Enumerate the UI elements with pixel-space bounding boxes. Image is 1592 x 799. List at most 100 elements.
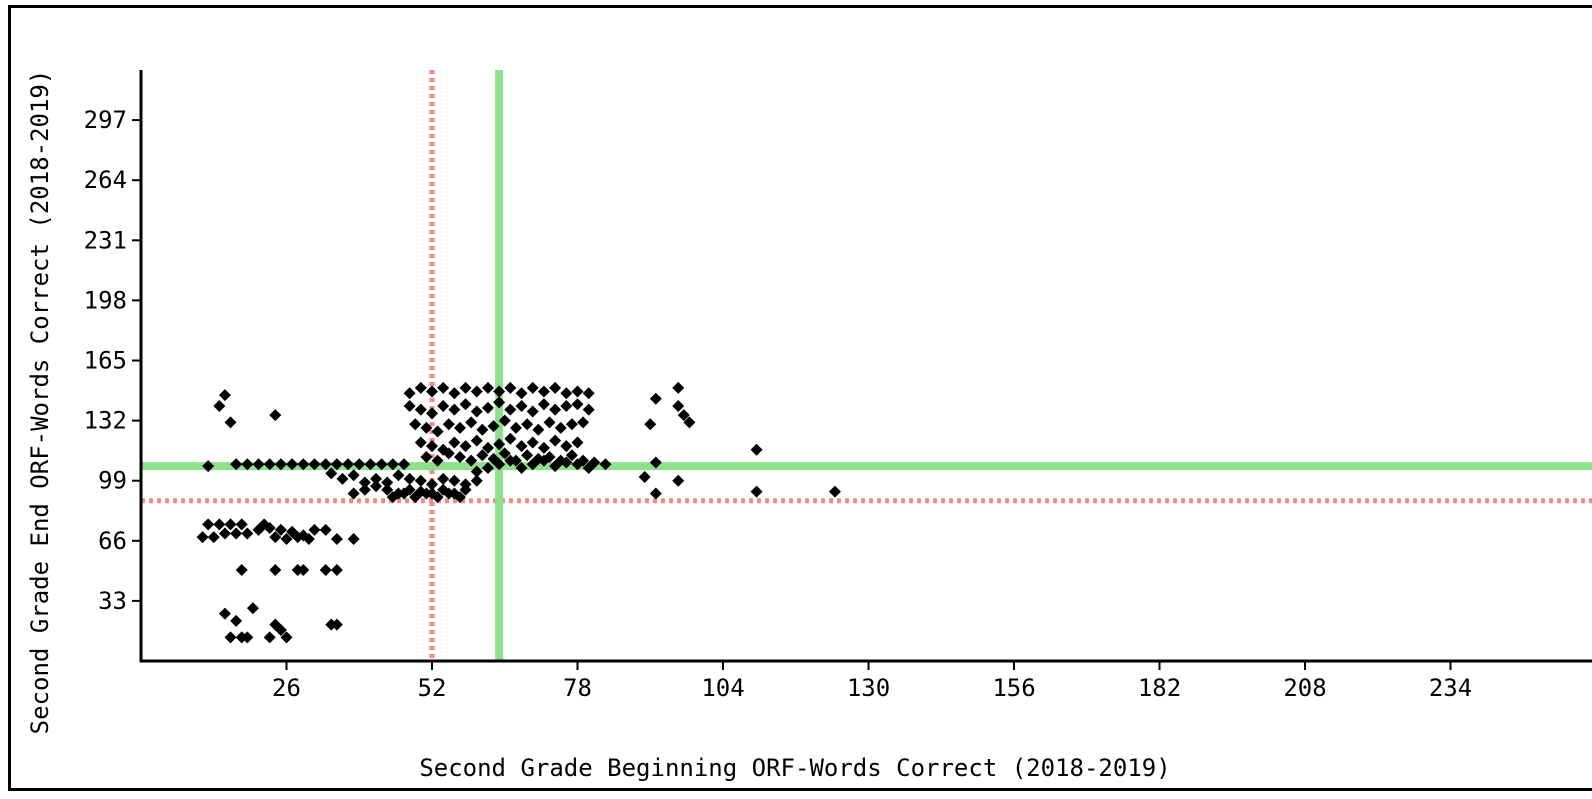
data-point <box>560 387 573 400</box>
x-axis-title: Second Grade Beginning ORF-Words Correct… <box>419 754 1170 782</box>
data-point <box>207 531 220 544</box>
data-point <box>481 401 494 414</box>
data-point <box>302 532 315 545</box>
data-point <box>347 487 360 500</box>
data-point <box>420 421 433 434</box>
data-point <box>459 478 472 491</box>
data-point <box>437 400 450 413</box>
y-axis-ticks: 33 66 99 132 165 198 231 264 297 <box>84 106 141 615</box>
data-point <box>274 523 287 536</box>
data-point <box>582 387 595 400</box>
data-point <box>269 563 282 576</box>
x-tick-label: 182 <box>1138 674 1181 702</box>
data-point <box>280 532 293 545</box>
data-point <box>347 532 360 545</box>
data-point <box>426 478 438 491</box>
data-point <box>481 461 494 474</box>
data-point <box>252 458 265 471</box>
data-point <box>347 469 360 482</box>
data-point <box>476 423 489 436</box>
data-point <box>644 418 657 431</box>
data-point <box>269 618 282 631</box>
data-point <box>549 434 562 447</box>
data-point <box>330 563 343 576</box>
data-point <box>582 461 595 474</box>
data-point <box>526 405 539 418</box>
data-point <box>750 485 763 498</box>
data-point <box>537 385 550 398</box>
data-point <box>319 458 332 471</box>
data-point <box>370 480 383 493</box>
data-point <box>442 487 455 500</box>
data-point <box>230 527 243 540</box>
data-point <box>426 407 438 420</box>
x-tick-label: 26 <box>272 674 301 702</box>
data-point <box>381 483 394 496</box>
data-point <box>453 421 466 434</box>
x-tick-label: 104 <box>701 674 744 702</box>
data-point <box>549 460 562 473</box>
data-point <box>442 447 455 460</box>
data-point <box>571 385 584 398</box>
data-point <box>504 432 517 445</box>
y-tick-label: 198 <box>84 286 127 314</box>
data-point <box>431 454 444 467</box>
data-point <box>649 487 662 500</box>
data-point <box>297 458 310 471</box>
data-point <box>515 440 528 453</box>
data-point <box>465 416 478 429</box>
data-point <box>565 418 578 431</box>
data-point <box>269 409 282 422</box>
data-point <box>308 458 321 471</box>
data-point <box>515 461 528 474</box>
data-point <box>543 416 556 429</box>
data-point <box>453 491 466 504</box>
data-point <box>224 416 237 429</box>
data-point <box>515 400 528 413</box>
data-point <box>358 483 371 496</box>
data-point <box>504 403 517 416</box>
data-point <box>571 398 584 411</box>
data-points <box>196 381 841 644</box>
data-point <box>269 531 282 544</box>
data-point <box>448 403 461 416</box>
data-point <box>414 381 427 394</box>
y-tick-label: 165 <box>84 347 127 375</box>
data-point <box>521 449 534 462</box>
data-point <box>554 421 567 434</box>
x-tick-label: 234 <box>1429 674 1472 702</box>
data-point <box>470 385 483 398</box>
data-point <box>493 438 506 451</box>
data-point <box>582 403 595 416</box>
data-point <box>414 436 427 449</box>
data-point <box>420 487 433 500</box>
data-point <box>437 472 450 485</box>
data-point <box>481 441 494 454</box>
data-point <box>409 418 422 431</box>
data-point <box>577 416 590 429</box>
data-point <box>414 403 427 416</box>
data-point <box>683 416 696 429</box>
x-tick-label: 208 <box>1283 674 1326 702</box>
x-tick-label: 78 <box>563 674 592 702</box>
data-point <box>560 400 573 413</box>
data-point <box>649 456 662 469</box>
data-point <box>442 418 455 431</box>
data-point <box>426 385 438 398</box>
data-point <box>370 472 383 485</box>
reference-lines <box>141 70 1592 661</box>
data-point <box>392 469 405 482</box>
data-point <box>403 387 416 400</box>
x-tick-label: 130 <box>847 674 890 702</box>
x-tick-label: 156 <box>992 674 1035 702</box>
data-point <box>504 454 517 467</box>
data-point <box>526 381 539 394</box>
data-point <box>453 451 466 464</box>
data-point <box>476 449 489 462</box>
data-point <box>560 456 573 469</box>
data-point <box>532 423 545 436</box>
data-point <box>537 398 550 411</box>
data-point <box>409 491 422 504</box>
data-point <box>431 425 444 438</box>
